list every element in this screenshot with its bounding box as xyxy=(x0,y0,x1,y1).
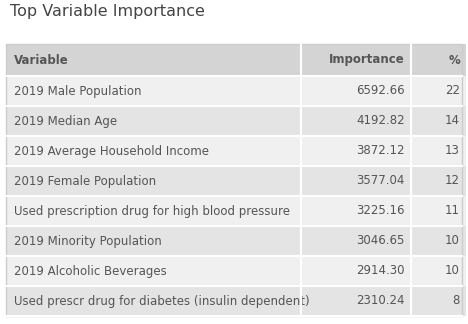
Text: Used prescr drug for diabetes (insulin dependent): Used prescr drug for diabetes (insulin d… xyxy=(14,295,310,307)
Text: Importance: Importance xyxy=(329,53,405,66)
Text: 2310.24: 2310.24 xyxy=(357,295,405,307)
Bar xyxy=(6,166,301,196)
Text: 6592.66: 6592.66 xyxy=(356,85,405,98)
Bar xyxy=(411,106,466,136)
Text: Used prescription drug for high blood pressure: Used prescription drug for high blood pr… xyxy=(14,204,290,217)
Text: Top Variable Importance: Top Variable Importance xyxy=(10,4,205,19)
Bar xyxy=(411,196,466,226)
Text: 2019 Alcoholic Beverages: 2019 Alcoholic Beverages xyxy=(14,264,167,277)
Text: 10: 10 xyxy=(445,264,460,277)
Bar xyxy=(6,106,301,136)
Bar xyxy=(6,76,301,106)
Text: 10: 10 xyxy=(445,235,460,248)
Text: 8: 8 xyxy=(453,295,460,307)
Text: 2019 Female Population: 2019 Female Population xyxy=(14,175,156,188)
Bar xyxy=(301,286,411,316)
Bar xyxy=(6,286,301,316)
Bar xyxy=(301,136,411,166)
Bar xyxy=(301,76,411,106)
Bar xyxy=(411,226,466,256)
Text: 4192.82: 4192.82 xyxy=(356,114,405,128)
Bar xyxy=(301,44,411,76)
Text: 12: 12 xyxy=(445,175,460,188)
Bar xyxy=(6,44,301,76)
Text: 13: 13 xyxy=(445,145,460,157)
Bar xyxy=(6,256,301,286)
Bar xyxy=(6,226,301,256)
Bar xyxy=(6,196,301,226)
Bar xyxy=(411,136,466,166)
Bar xyxy=(301,106,411,136)
Text: 2019 Average Household Income: 2019 Average Household Income xyxy=(14,145,209,157)
Bar xyxy=(411,286,466,316)
Text: 3872.12: 3872.12 xyxy=(357,145,405,157)
Text: 3046.65: 3046.65 xyxy=(357,235,405,248)
Bar xyxy=(411,166,466,196)
Text: 22: 22 xyxy=(445,85,460,98)
Bar xyxy=(301,196,411,226)
Text: 14: 14 xyxy=(445,114,460,128)
Bar xyxy=(411,76,466,106)
Bar xyxy=(411,256,466,286)
Text: 2019 Median Age: 2019 Median Age xyxy=(14,114,117,128)
Text: 11: 11 xyxy=(445,204,460,217)
Bar xyxy=(6,136,301,166)
Text: 3577.04: 3577.04 xyxy=(357,175,405,188)
Text: 2914.30: 2914.30 xyxy=(357,264,405,277)
Text: 3225.16: 3225.16 xyxy=(357,204,405,217)
Text: %: % xyxy=(448,53,460,66)
Bar xyxy=(6,44,462,316)
Text: 2019 Male Population: 2019 Male Population xyxy=(14,85,141,98)
Bar xyxy=(411,44,466,76)
Text: 2019 Minority Population: 2019 Minority Population xyxy=(14,235,162,248)
Bar xyxy=(301,166,411,196)
Text: Variable: Variable xyxy=(14,53,69,66)
Bar xyxy=(301,226,411,256)
Bar xyxy=(301,256,411,286)
